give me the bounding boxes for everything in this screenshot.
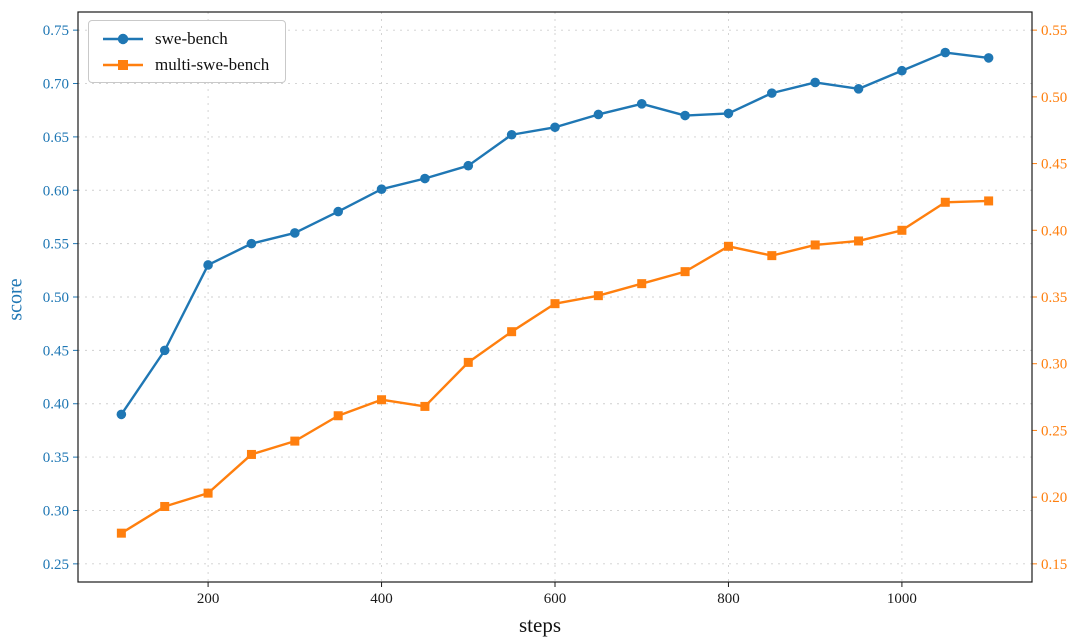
y-tick-label-left: 0.40 [43,397,69,413]
y-tick-label-left: 0.70 [43,77,69,93]
series-multi-swe-bench-markers [116,196,994,538]
y-tick-label-left: 0.45 [43,343,69,359]
y-tick-label-right: 0.50 [1041,90,1067,106]
y-tick-label-right: 0.35 [1041,290,1067,306]
gridlines [78,12,1032,582]
y-tick-label-left: 0.50 [43,290,69,306]
y-tick-label-right: 0.25 [1041,423,1067,439]
x-tick-label: 800 [717,591,740,607]
y-tick-label-left: 0.60 [43,183,69,199]
x-tick-label: 600 [544,591,567,607]
legend: swe-bench multi-swe-bench [88,20,287,83]
y-tick-label-right: 0.30 [1041,357,1067,373]
y-tick-label-right: 0.15 [1041,557,1067,573]
y-tick-label-left: 0.30 [43,503,69,519]
legend-label: multi-swe-bench [155,55,270,74]
y-tick-label-right: 0.45 [1041,157,1067,173]
circle-marker-swatch-icon [103,33,143,44]
y-tick-label-left: 0.35 [43,450,69,466]
x-tick-label: 200 [197,591,220,607]
y-tick-label-right: 0.40 [1041,223,1067,239]
x-tick-label: 1000 [887,591,917,607]
y-tick-label-right: 0.55 [1041,23,1067,39]
series-swe-bench-markers [116,47,994,420]
series-swe-bench-line [120,51,990,416]
y-axis-label-left: score [4,278,27,321]
y-tick-label-left: 0.65 [43,130,69,146]
x-tick-label: 400 [370,591,393,607]
y-tick-label-left: 0.55 [43,237,69,253]
y-tick-label-left: 0.25 [43,557,69,573]
axis-ticks: 200 400 600 800 1000 0.25 0.30 0.35 0.40 0.45 0.50… [43,23,1068,607]
legend-item-swe-bench: swe-bench [101,30,269,47]
y-tick-label-right: 0.20 [1041,490,1067,506]
x-axis-label: steps [519,613,561,637]
legend-label: swe-bench [155,29,228,48]
y-tick-label-left: 0.75 [43,23,69,39]
square-marker-swatch-icon [103,59,143,70]
plot-border [77,11,1033,583]
legend-item-multi-swe-bench: multi-swe-bench [101,56,269,73]
